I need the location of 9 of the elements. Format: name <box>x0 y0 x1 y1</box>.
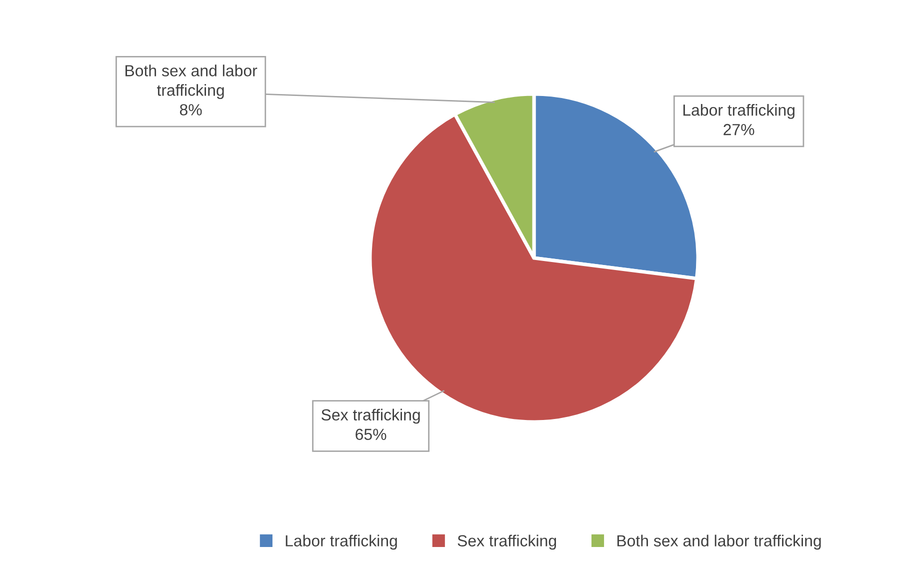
slice-label: Both sex and labor trafficking <box>126 64 258 100</box>
legend-label: Sex trafficking <box>458 534 556 550</box>
data-label: 27% <box>724 124 754 136</box>
data-label: 65% <box>356 428 386 440</box>
legend-label: Labor trafficking <box>286 534 397 550</box>
data-label: 8% <box>180 104 202 116</box>
slice-label: Sex trafficking <box>322 408 420 424</box>
legend-label: Both sex and labor trafficking <box>617 534 821 550</box>
slice-label: Labor trafficking <box>683 104 794 119</box>
